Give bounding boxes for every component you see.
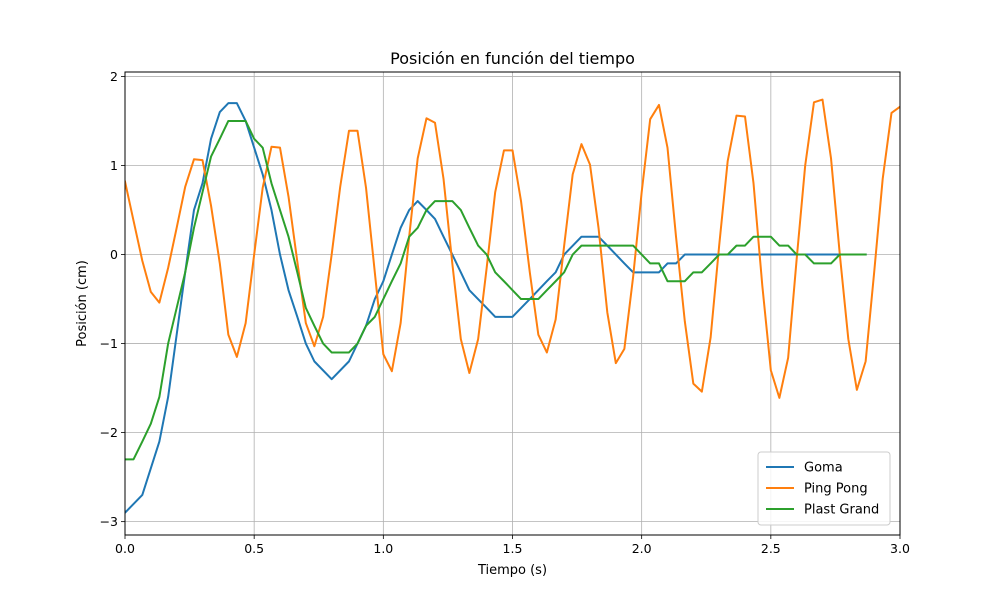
y-axis-ticks: −3 −2 −1 0 1 2 — [100, 69, 125, 529]
y-tick-label: −1 — [100, 336, 118, 351]
legend-label: Ping Pong — [804, 482, 868, 497]
x-tick-label: 2.0 — [632, 541, 652, 556]
y-tick-label: 0 — [110, 247, 118, 262]
x-tick-label: 0.5 — [244, 541, 264, 556]
x-axis-label: Tiempo (s) — [477, 563, 547, 578]
y-axis-label: Posición (cm) — [75, 260, 90, 347]
x-tick-label: 1.0 — [373, 541, 393, 556]
y-tick-label: −2 — [100, 425, 118, 440]
x-axis-ticks: 0.0 0.5 1.0 1.5 2.0 2.5 3.0 — [115, 535, 910, 556]
x-tick-label: 3.0 — [890, 541, 910, 556]
series-line-goma — [125, 102, 867, 515]
legend-label: Plast Grand — [804, 503, 879, 518]
x-tick-label: 0.0 — [115, 541, 135, 556]
series-line-ping-pong — [125, 98, 900, 399]
x-tick-label: 2.5 — [761, 541, 781, 556]
legend: Goma Ping Pong Plast Grand — [757, 451, 891, 526]
legend-box — [757, 451, 891, 526]
y-tick-label: −3 — [100, 514, 118, 529]
series-layer — [125, 98, 900, 515]
legend-label: Goma — [804, 461, 843, 476]
chart-title: Posición en función del tiempo — [390, 49, 635, 68]
y-tick-label: 1 — [110, 158, 118, 173]
series-line-plast-grand — [125, 119, 867, 461]
x-tick-label: 1.5 — [503, 541, 523, 556]
y-tick-label: 2 — [110, 69, 118, 84]
